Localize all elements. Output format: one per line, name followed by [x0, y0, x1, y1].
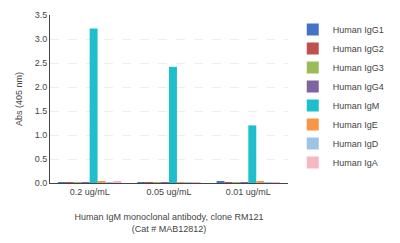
svg-text:Human IgA: Human IgA	[333, 158, 378, 168]
svg-text:0.0: 0.0	[35, 178, 48, 188]
svg-text:Human IgM monoclonal antibody,: Human IgM monoclonal antibody, clone RM1…	[75, 212, 264, 234]
svg-text:0.05 ug/mL: 0.05 ug/mL	[146, 187, 191, 197]
svg-text:0.01 ug/mL: 0.01 ug/mL	[226, 187, 271, 197]
svg-text:2.0: 2.0	[35, 82, 48, 92]
svg-text:Human IgE: Human IgE	[333, 120, 378, 130]
svg-text:Abs (405 nm): Abs (405 nm)	[14, 72, 24, 126]
svg-text:0.2 ug/mL: 0.2 ug/mL	[70, 187, 110, 197]
svg-text:Human IgG1: Human IgG1	[333, 25, 384, 35]
svg-text:3.0: 3.0	[35, 34, 48, 44]
svg-text:Human IgD: Human IgD	[333, 139, 379, 149]
svg-text:1.0: 1.0	[35, 130, 48, 140]
svg-text:Human IgM: Human IgM	[333, 101, 380, 111]
svg-text:3.5: 3.5	[35, 10, 48, 20]
svg-text:2.5: 2.5	[35, 58, 48, 68]
svg-text:0.5: 0.5	[35, 154, 48, 164]
svg-text:1.5: 1.5	[35, 106, 48, 116]
svg-text:Human IgG2: Human IgG2	[333, 44, 384, 54]
svg-text:Human IgG3: Human IgG3	[333, 63, 384, 73]
svg-text:Human IgG4: Human IgG4	[333, 82, 384, 92]
